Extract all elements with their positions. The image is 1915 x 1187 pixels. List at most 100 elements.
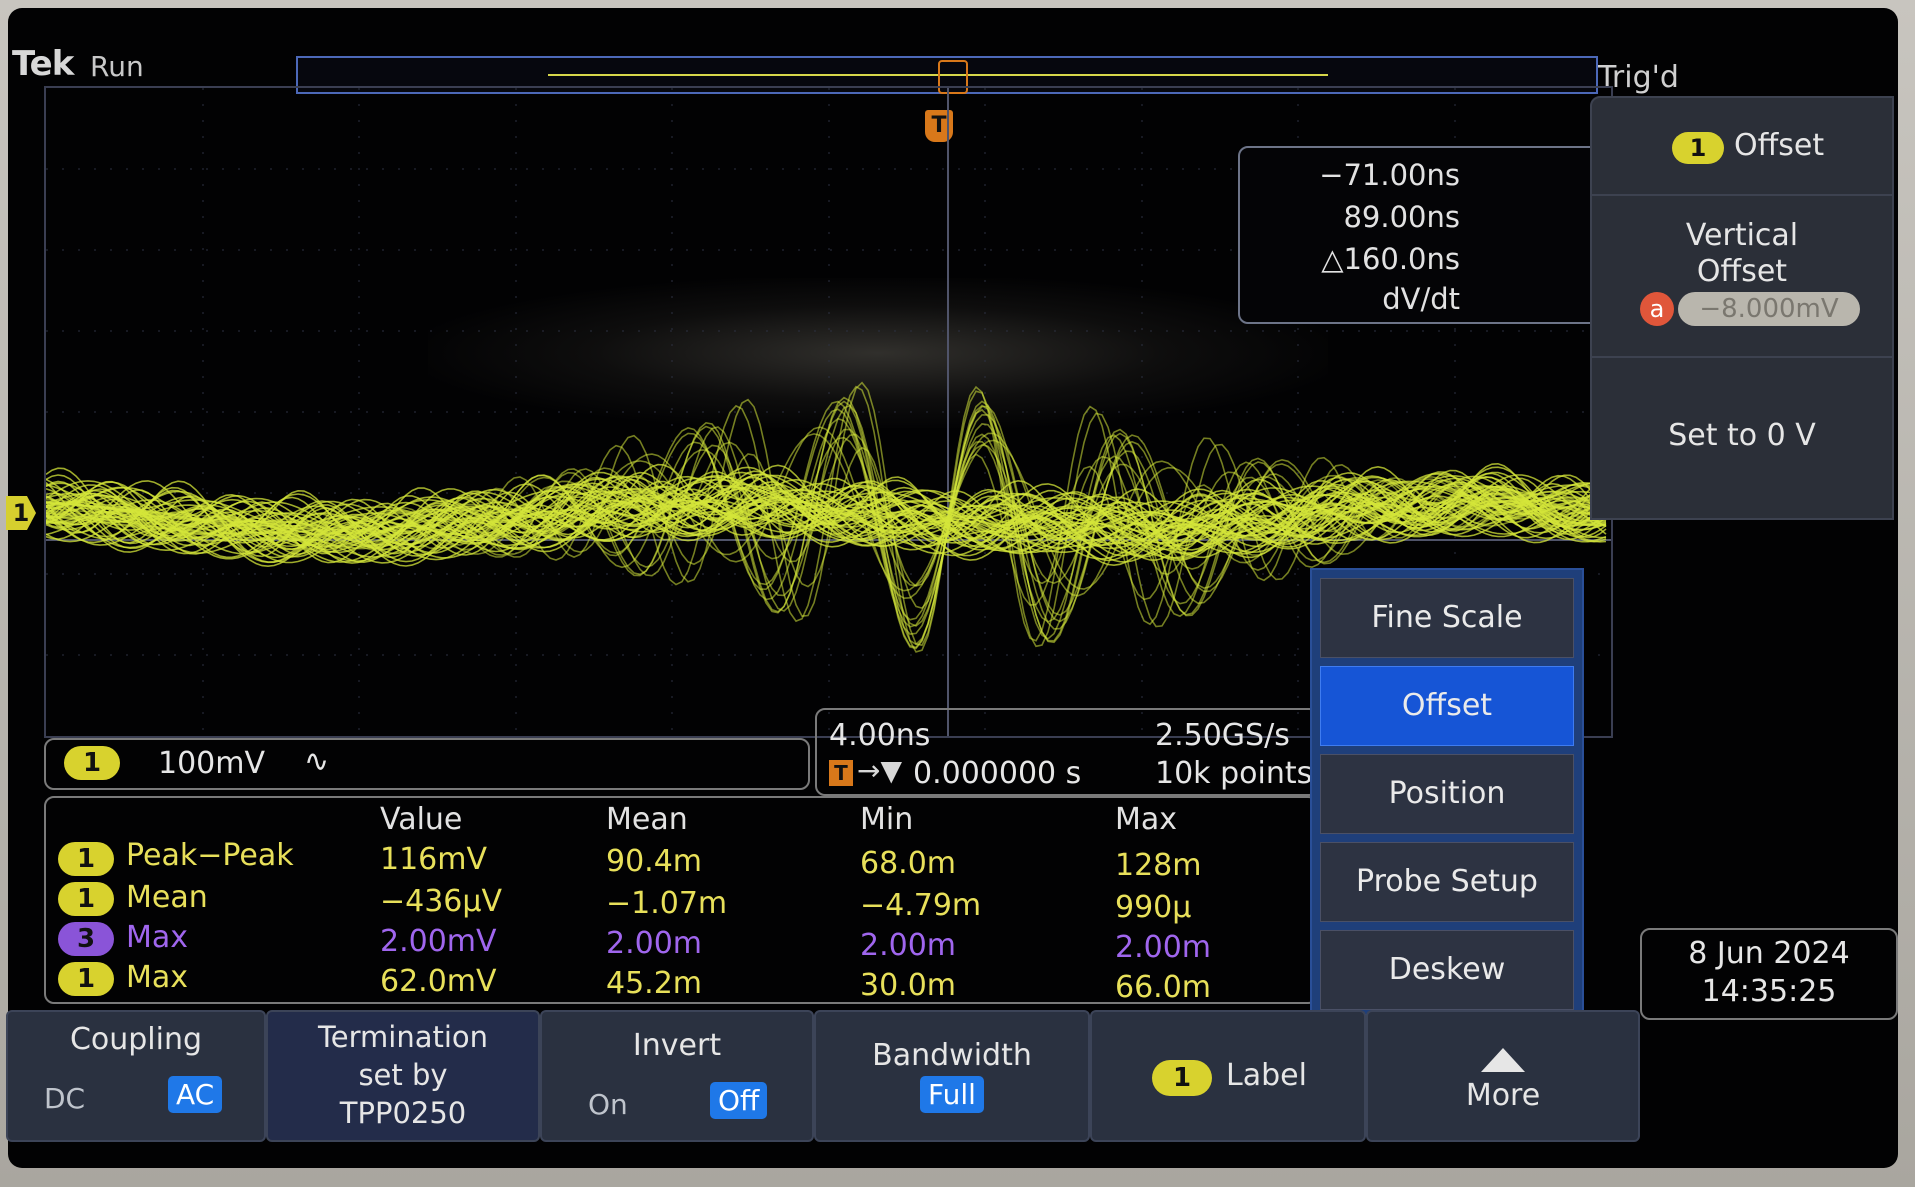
- menu-item-probe-setup[interactable]: Probe Setup: [1320, 842, 1574, 922]
- cursor-readout: −71.00ns 89.00ns △160.0ns dV/dt: [1238, 146, 1602, 324]
- meas-min: 30.0m: [860, 968, 957, 1003]
- waveform-trace: [46, 428, 1607, 627]
- bandwidth-button[interactable]: Bandwidth Full: [814, 1010, 1090, 1142]
- meas-value: 2.00mV: [380, 924, 497, 959]
- horizontal-position: 0.000000 s: [913, 756, 1082, 791]
- invert-off: Off: [710, 1082, 768, 1119]
- meas-min: 68.0m: [860, 846, 957, 881]
- datetime-display: 8 Jun 2024 14:35:25: [1640, 928, 1898, 1020]
- ch1-badge: 1: [1152, 1060, 1212, 1096]
- ch1-badge: 1: [64, 746, 120, 780]
- menu-item-fine-scale[interactable]: Fine Scale: [1320, 578, 1574, 658]
- meas-name: Mean: [126, 880, 208, 915]
- waveform-trace: [46, 485, 1607, 543]
- coupling-dc: DC: [44, 1082, 86, 1115]
- ch1-waveform-traces: [46, 381, 1607, 653]
- more-button[interactable]: More: [1366, 1010, 1640, 1142]
- waveform-trace: [46, 476, 1607, 551]
- vertical-offset-button[interactable]: Vertical Offset a −8.000mV: [1590, 194, 1894, 358]
- meas-mean: 90.4m: [606, 844, 703, 879]
- sample-rate: 2.50GS/s: [1155, 718, 1290, 753]
- menu-item-position[interactable]: Position: [1320, 754, 1574, 834]
- invert-label: Invert: [632, 1028, 722, 1063]
- run-status: Run: [90, 50, 144, 83]
- termination-line3: TPP0250: [339, 1096, 467, 1130]
- time-per-div: 4.00ns: [829, 718, 931, 753]
- time-label: 14:35:25: [1701, 974, 1837, 1009]
- knob-a-icon: a: [1640, 292, 1674, 326]
- cursor-delta: △160.0ns: [1321, 242, 1460, 276]
- meas-mean: 45.2m: [606, 966, 703, 1001]
- side-menu-title: Offset: [1734, 128, 1825, 163]
- meas-value: 116mV: [380, 842, 488, 877]
- meas-header-max: Max: [1115, 802, 1178, 837]
- ch1-settings-bar[interactable]: 1 100mV ∿: [44, 738, 810, 790]
- meas-value: 62.0mV: [380, 964, 497, 999]
- waveform-trace: [46, 476, 1607, 555]
- waveform-trace: [46, 492, 1607, 564]
- waveform-trace: [46, 474, 1607, 529]
- meas-name: Max: [126, 920, 189, 955]
- meas-source-badge: 1: [58, 882, 114, 916]
- side-menu-header: 1 Offset: [1590, 96, 1894, 196]
- label-button-text: Label: [1226, 1058, 1307, 1093]
- invert-on: On: [588, 1088, 628, 1121]
- menu-item-offset[interactable]: Offset: [1320, 666, 1574, 746]
- date-label: 8 Jun 2024: [1688, 936, 1850, 971]
- termination-line1: Termination: [317, 1020, 489, 1054]
- label-button[interactable]: 1 Label: [1090, 1010, 1366, 1142]
- cursor-t2: 89.00ns: [1343, 200, 1460, 234]
- coupling-button[interactable]: Coupling DC AC: [6, 1010, 266, 1142]
- tek-logo: Tek: [12, 44, 74, 84]
- meas-source-badge: 3: [58, 922, 114, 956]
- meas-max: 990µ: [1115, 890, 1192, 925]
- invert-button[interactable]: Invert On Off: [540, 1010, 814, 1142]
- invert-off-selected: Off: [710, 1082, 768, 1119]
- set-to-zero-button[interactable]: Set to 0 V: [1590, 356, 1894, 520]
- record-length: 10k points: [1155, 756, 1313, 791]
- more-label: More: [1465, 1078, 1541, 1113]
- set-to-zero-label: Set to 0 V: [1668, 418, 1816, 453]
- bandwidth-value-wrap: Full: [816, 1076, 1088, 1113]
- vertical-offset-value: −8.000mV: [1678, 292, 1860, 326]
- meas-value: −436µV: [380, 884, 503, 919]
- meas-name: Peak−Peak: [126, 838, 294, 873]
- waveform-trace: [46, 493, 1607, 558]
- waveform-trace: [46, 496, 1607, 556]
- cursor-mode: dV/dt: [1382, 282, 1460, 316]
- meas-header-min: Min: [860, 802, 914, 837]
- overview-trigger-marker: [938, 60, 968, 94]
- meas-min: 2.00m: [860, 928, 957, 963]
- meas-min: −4.79m: [860, 888, 982, 923]
- meas-name: Max: [126, 960, 189, 995]
- bandwidth-label: Bandwidth: [872, 1038, 1032, 1073]
- cursor-t1: −71.00ns: [1319, 158, 1460, 192]
- meas-mean: −1.07m: [606, 886, 728, 921]
- coupling-label: Coupling: [69, 1022, 203, 1057]
- meas-max: 66.0m: [1115, 970, 1212, 1005]
- meas-mean: 2.00m: [606, 926, 703, 961]
- waveform-trace: [46, 510, 1606, 558]
- termination-line2: set by: [358, 1058, 448, 1092]
- vertical-offset-label: Vertical Offset: [1685, 218, 1799, 289]
- trigger-arrow-icon: →▼: [857, 754, 902, 787]
- meas-source-badge: 1: [58, 842, 114, 876]
- meas-header-value: Value: [380, 802, 463, 837]
- meas-source-badge: 1: [58, 962, 114, 996]
- waveform-trace: [46, 472, 1607, 555]
- coupling-ac: AC: [168, 1076, 223, 1113]
- chevron-up-icon: [1481, 1048, 1525, 1072]
- bandwidth-value: Full: [920, 1076, 984, 1113]
- termination-info: Termination set by TPP0250: [266, 1010, 540, 1142]
- ch1-badge: 1: [1672, 132, 1724, 164]
- vertical-popup-menu: Fine Scale Offset Position Probe Setup D…: [1310, 568, 1584, 1016]
- waveform-trace: [46, 471, 1607, 533]
- waveform-display: [46, 88, 1611, 736]
- horizontal-settings[interactable]: 4.00ns T →▼ 0.000000 s 2.50GS/s 10k poin…: [815, 708, 1319, 796]
- coupling-ac-selected: AC: [168, 1076, 223, 1113]
- graticule: [44, 86, 1613, 738]
- ac-coupling-icon: ∿: [304, 744, 330, 779]
- ch1-scale: 100mV: [158, 746, 266, 781]
- meas-header-mean: Mean: [606, 802, 688, 837]
- menu-item-deskew[interactable]: Deskew: [1320, 930, 1574, 1010]
